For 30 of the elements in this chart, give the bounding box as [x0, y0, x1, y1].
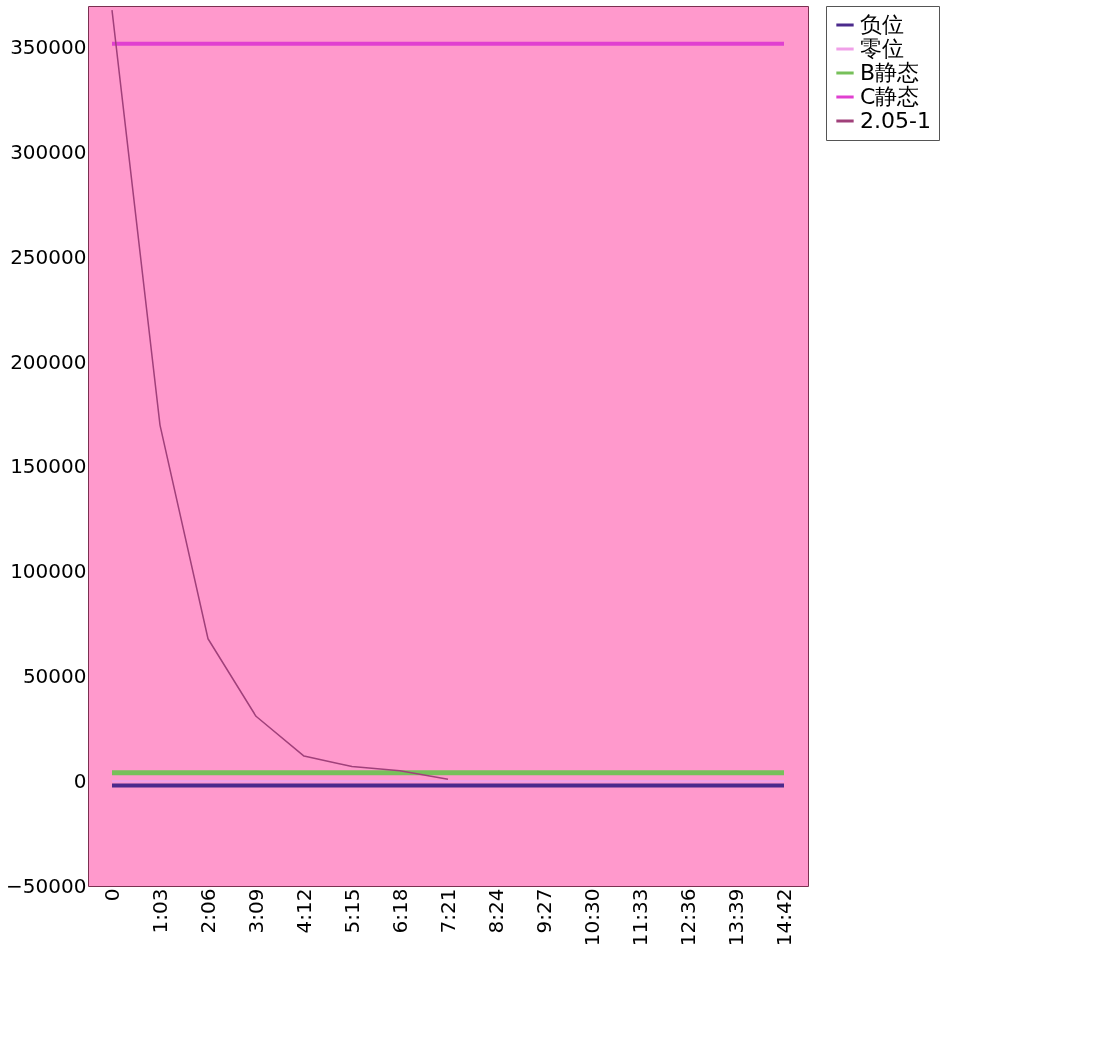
legend-label: B静态 [860, 60, 920, 85]
y-tick-label: 200000 [10, 349, 87, 374]
legend-label: 2.05-1 [860, 108, 931, 133]
y-tick-label: 0 [73, 768, 87, 793]
x-tick-label: 0 [99, 888, 124, 902]
y-tick-label: 100000 [10, 559, 87, 584]
x-tick-label: 4:12 [291, 888, 316, 934]
x-tick-label: 13:39 [723, 888, 748, 947]
legend-label: 零位 [860, 36, 904, 61]
x-tick-label: 2:06 [195, 888, 220, 934]
x-tick-label: 8:24 [483, 888, 508, 934]
y-tick-label: 300000 [10, 140, 87, 165]
x-tick-label: 11:33 [627, 888, 652, 947]
x-tick-label: 1:03 [147, 888, 172, 934]
y-tick-label: 250000 [10, 244, 87, 269]
x-tick-label: 5:15 [339, 888, 364, 934]
x-tick-label: 9:27 [531, 888, 556, 934]
x-tick-label: 10:30 [579, 888, 604, 947]
legend-label: C静态 [860, 84, 920, 109]
y-tick-label: −50000 [6, 873, 87, 898]
x-tick-label: 7:21 [435, 888, 460, 934]
y-tick-label: 150000 [10, 454, 87, 479]
legend-label: 负位 [860, 12, 904, 37]
y-tick-label: 350000 [10, 35, 87, 60]
y-tick-label: 50000 [22, 663, 87, 688]
x-tick-label: 3:09 [243, 888, 268, 934]
line-series [111, 9, 449, 780]
x-tick-label: 14:42 [771, 888, 796, 947]
x-tick-label: 12:36 [675, 888, 700, 947]
x-tick-label: 6:18 [387, 888, 412, 934]
